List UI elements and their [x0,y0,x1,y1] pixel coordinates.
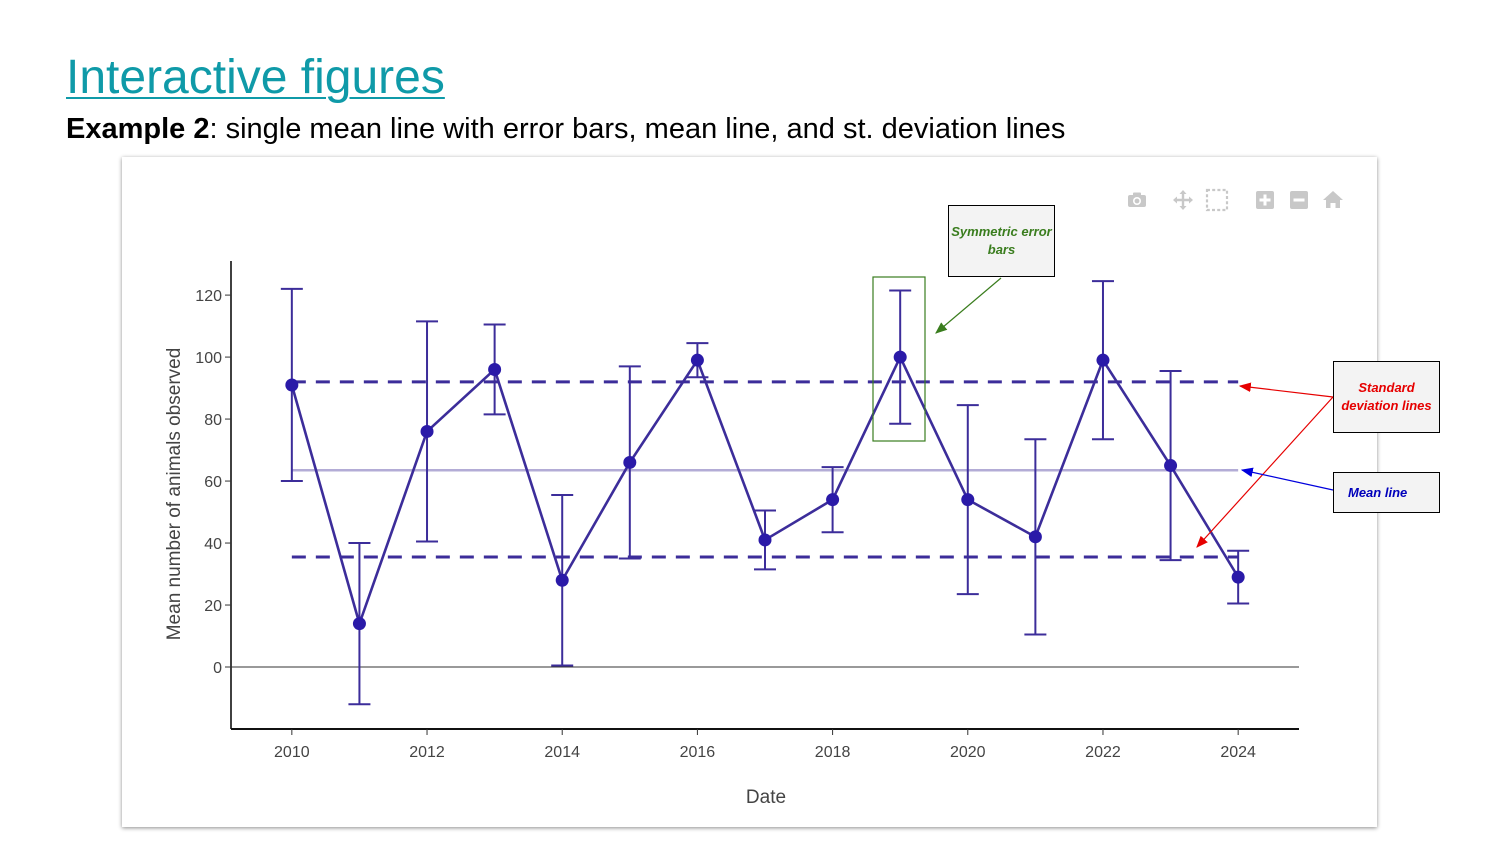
data-point [758,533,772,547]
zoom-in-icon[interactable] [1252,187,1278,213]
data-point [826,493,840,507]
x-axis-label: Date [746,787,786,808]
data-point [555,573,569,587]
data-point [352,617,366,631]
home-icon[interactable] [1320,187,1346,213]
x-tick-label: 2016 [680,744,716,761]
y-tick-label: 60 [204,474,222,491]
series-line [290,355,1240,625]
series [285,350,1245,631]
data-point [1231,570,1245,584]
y-tick-label: 80 [204,412,222,429]
x-tick-label: 2010 [274,744,310,761]
data-point [420,424,434,438]
callout-mean-line: Mean line [1333,472,1440,513]
data-point [961,493,975,507]
x-tick-label: 2012 [409,744,445,761]
zoom-out-icon[interactable] [1286,187,1312,213]
reference-lines [291,380,1239,559]
callout-sd-lines: Standard deviation lines [1333,361,1440,433]
error-bars [280,280,1250,706]
y-tick-label: 40 [204,536,222,553]
figure-card [122,157,1377,827]
y-axis-label: Mean number of animals observed [164,348,185,641]
x-tick-label: 2020 [950,744,986,761]
box-select-icon[interactable] [1204,187,1230,213]
callout-error-bars: Symmetric error bars [948,205,1055,277]
slide-title[interactable]: Interactive figures [66,51,445,104]
data-point [1028,530,1042,544]
y-tick-label: 100 [195,350,222,367]
pan-icon[interactable] [1170,187,1196,213]
subtitle-bold: Example 2 [66,113,210,145]
subtitle-text: : single mean line with error bars, mean… [209,113,1066,145]
data-point [1096,353,1110,367]
data-point [690,353,704,367]
data-point [623,455,637,469]
x-tick-label: 2024 [1220,744,1256,761]
data-point [488,362,502,376]
y-tick-label: 0 [213,660,222,677]
axis-labels: Date Mean number of animals observed [164,348,786,808]
x-tick-label: 2022 [1085,744,1121,761]
camera-icon[interactable] [1124,187,1150,213]
data-point [285,378,299,392]
x-tick-label: 2018 [815,744,851,761]
slide-subtitle: Example 2: single mean line with error b… [66,112,1065,146]
chart-axes: 0 20 40 60 80 100 120 2010 2012 2014 2016 2018 2020 2… [195,261,1299,761]
x-tick-label: 2014 [544,744,580,761]
data-point [1164,459,1178,473]
y-tick-label: 20 [204,598,222,615]
data-point [893,350,907,364]
y-tick-label: 120 [195,288,222,305]
